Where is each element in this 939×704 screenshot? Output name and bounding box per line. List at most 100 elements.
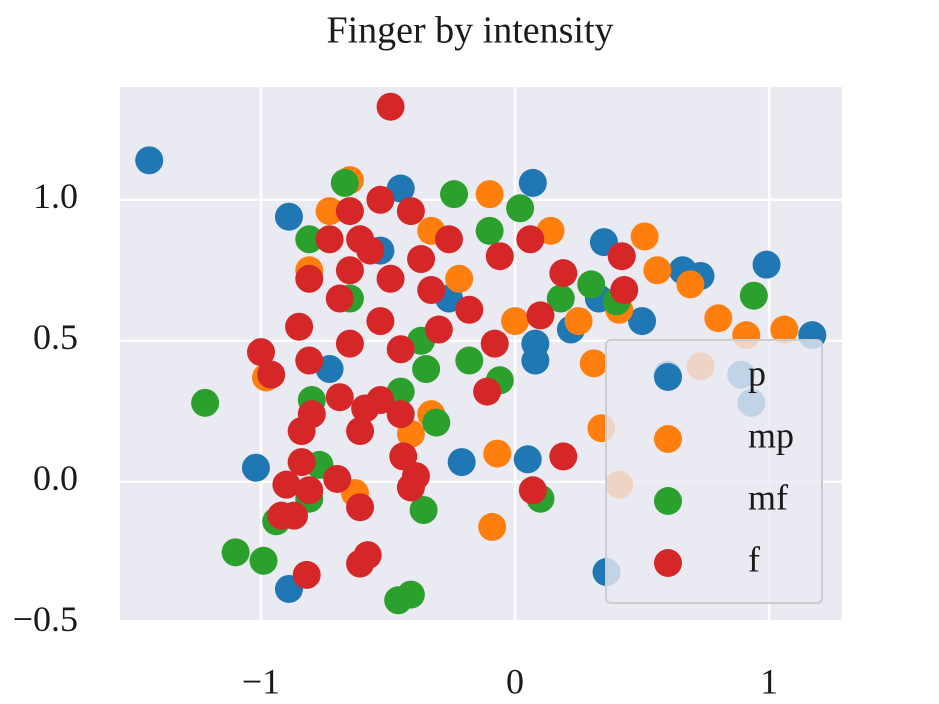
legend-marker bbox=[654, 425, 682, 453]
scatter-point bbox=[483, 439, 512, 468]
scatter-point bbox=[447, 448, 476, 477]
scatter-point bbox=[643, 256, 672, 285]
scatter-point bbox=[577, 270, 606, 299]
scatter-point bbox=[386, 400, 415, 429]
scatter-point bbox=[295, 264, 324, 293]
scatter-point bbox=[386, 335, 415, 364]
x-tick-label: 0 bbox=[506, 661, 524, 701]
legend-label: p bbox=[748, 353, 766, 393]
scatter-point bbox=[346, 417, 375, 446]
scatter-point bbox=[752, 250, 781, 279]
legend-label: mf bbox=[748, 477, 788, 517]
scatter-point bbox=[325, 284, 354, 313]
legend-marker bbox=[654, 363, 682, 391]
scatter-point bbox=[412, 355, 441, 384]
y-tick-label: 1.0 bbox=[33, 176, 78, 216]
y-tick-label: 0.5 bbox=[33, 317, 78, 357]
scatter-point bbox=[455, 346, 484, 375]
x-tick-label: 1 bbox=[760, 661, 778, 701]
scatter-point bbox=[549, 442, 578, 471]
scatter-point bbox=[630, 222, 659, 251]
scatter-point bbox=[475, 216, 504, 245]
scatter-point bbox=[396, 197, 425, 226]
legend-label: mp bbox=[748, 415, 794, 455]
scatter-point bbox=[610, 276, 639, 305]
scatter-point bbox=[473, 377, 502, 406]
scatter-point bbox=[295, 346, 324, 375]
scatter-point bbox=[422, 408, 451, 437]
scatter-point bbox=[246, 338, 275, 367]
scatter-point bbox=[579, 349, 608, 378]
scatter-point bbox=[292, 560, 321, 589]
scatter-point bbox=[315, 225, 344, 254]
scatter-point bbox=[366, 386, 395, 415]
scatter-point bbox=[287, 417, 316, 446]
scatter-point bbox=[518, 168, 547, 197]
scatter-point bbox=[335, 256, 364, 285]
scatter-point bbox=[323, 464, 352, 493]
legend-marker bbox=[654, 549, 682, 577]
scatter-point bbox=[353, 541, 382, 570]
scatter-point bbox=[546, 284, 575, 313]
y-tick-label: −0.5 bbox=[13, 599, 78, 639]
scatter-point bbox=[376, 264, 405, 293]
scatter-point bbox=[409, 496, 438, 525]
scatter-point bbox=[407, 245, 436, 274]
scatter-point bbox=[287, 448, 316, 477]
scatter-point bbox=[346, 493, 375, 522]
scatter-point bbox=[295, 476, 324, 505]
scatter-point bbox=[676, 270, 705, 299]
scatter-point bbox=[257, 360, 286, 389]
scatter-point bbox=[424, 315, 453, 344]
scatter-point bbox=[267, 501, 296, 530]
legend-box bbox=[605, 339, 823, 604]
scatter-point bbox=[475, 180, 504, 209]
scatter-point bbox=[241, 453, 270, 482]
scatter-point bbox=[628, 307, 657, 336]
scatter-point bbox=[506, 194, 535, 223]
scatter-point bbox=[346, 225, 375, 254]
scatter-point bbox=[330, 168, 359, 197]
scatter-point bbox=[564, 307, 593, 336]
scatter-point bbox=[770, 315, 799, 344]
legend-label: f bbox=[748, 539, 760, 579]
scatter-point bbox=[272, 470, 301, 499]
scatter-point bbox=[285, 312, 314, 341]
x-tick-label: −1 bbox=[242, 661, 280, 701]
y-tick-label: 0.0 bbox=[33, 458, 78, 498]
scatter-point bbox=[315, 197, 344, 226]
scatter-point bbox=[485, 242, 514, 271]
scatter-point bbox=[526, 301, 555, 330]
scatter-point bbox=[221, 538, 250, 567]
chart-title: Finger by intensity bbox=[326, 10, 613, 52]
scatter-point bbox=[366, 307, 395, 336]
scatter-point bbox=[455, 295, 484, 324]
scatter-point bbox=[417, 276, 446, 305]
scatter-point bbox=[396, 473, 425, 502]
scatter-point bbox=[501, 307, 530, 336]
scatter-point bbox=[295, 225, 324, 254]
scatter-point bbox=[521, 346, 550, 375]
scatter-point bbox=[274, 202, 303, 231]
scatter-point bbox=[518, 476, 547, 505]
scatter-point bbox=[325, 383, 354, 412]
scatter-point bbox=[445, 264, 474, 293]
scatter-point bbox=[704, 304, 733, 333]
scatter-point bbox=[135, 146, 164, 175]
legend-marker bbox=[654, 487, 682, 515]
scatter-point bbox=[478, 512, 507, 541]
scatter-point bbox=[249, 546, 278, 575]
scatter-point bbox=[480, 329, 509, 358]
scatter-point bbox=[335, 329, 364, 358]
scatter-point bbox=[549, 259, 578, 288]
scatter-point bbox=[376, 92, 405, 121]
scatter-point bbox=[440, 180, 469, 209]
scatter-point bbox=[396, 580, 425, 609]
scatter-point bbox=[335, 197, 364, 226]
scatter-point bbox=[607, 242, 636, 271]
scatter-point bbox=[191, 388, 220, 417]
scatter-point bbox=[434, 225, 463, 254]
scatter-point bbox=[739, 281, 768, 310]
